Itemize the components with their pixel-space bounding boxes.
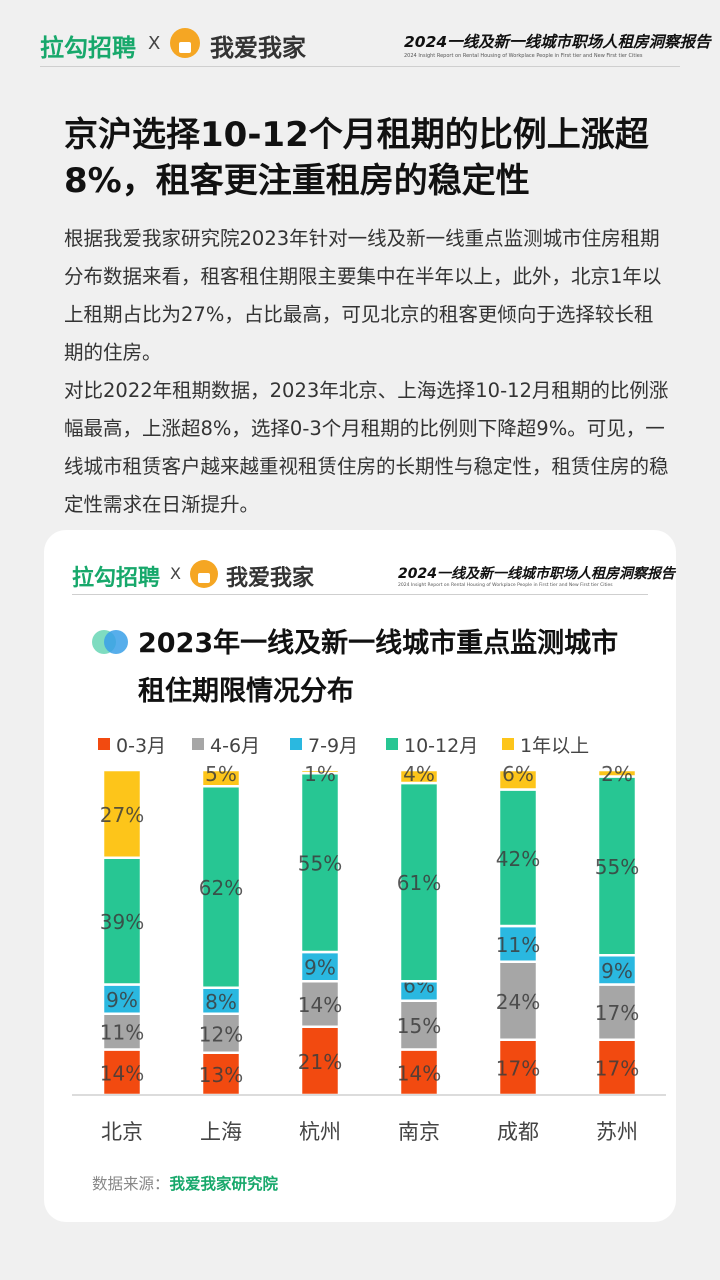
house-logo-icon bbox=[170, 28, 200, 58]
chart-card bbox=[44, 530, 676, 1222]
card-lagou-logo-text: 拉勾招聘 bbox=[72, 566, 161, 591]
header-divider bbox=[40, 66, 680, 67]
card-report-subtitle: 2024 Insight Report on Rental Housing of… bbox=[398, 583, 613, 588]
card-brand-separator: X bbox=[170, 564, 181, 583]
body-paragraph-2: 对比2022年租期数据，2023年北京、上海选择10-12月租期的比例涨幅最高，… bbox=[64, 379, 669, 516]
report-title: 2024一线及新一线城市职场人租房洞察报告 bbox=[404, 33, 711, 51]
5i5j-logo-text: 我爱我家 bbox=[210, 34, 306, 62]
chart-title-icon bbox=[92, 630, 128, 654]
source-label: 数据来源： bbox=[92, 1175, 170, 1193]
card-5i5j-logo-text: 我爱我家 bbox=[226, 566, 315, 591]
data-source: 数据来源：我爱我家研究院 bbox=[92, 1172, 278, 1194]
card-house-logo-icon bbox=[190, 560, 218, 588]
page-header: 拉勾招聘 X 我爱我家 2024一线及新一线城市职场人租房洞察报告 2024 I… bbox=[0, 0, 720, 92]
source-value: 我爱我家研究院 bbox=[169, 1175, 279, 1193]
card-report-title: 2024一线及新一线城市职场人租房洞察报告 bbox=[398, 566, 675, 582]
report-subtitle: 2024 Insight Report on Rental Housing of… bbox=[404, 53, 643, 59]
page-headline: 京沪选择10-12个月租期的比例上涨超8%，租客更注重租房的稳定性 bbox=[64, 115, 649, 201]
card-header-divider bbox=[72, 594, 648, 595]
brand-separator: X bbox=[148, 33, 161, 54]
lagou-logo-text: 拉勾招聘 bbox=[40, 34, 136, 62]
chart-title: 2023年一线及新一线城市重点监测城市租住期限情况分布 bbox=[138, 628, 619, 707]
body-paragraph-1: 根据我爱我家研究院2023年针对一线及新一线重点监测城市住房租期分布数据来看，租… bbox=[64, 227, 662, 364]
